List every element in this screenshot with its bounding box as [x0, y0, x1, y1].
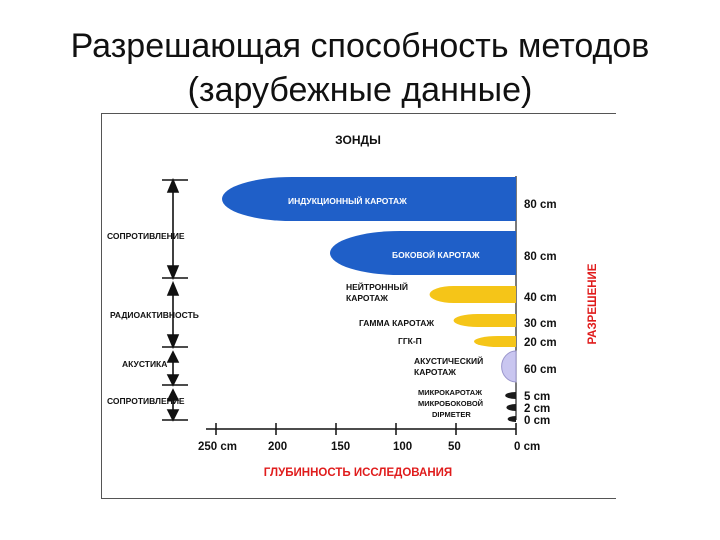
depth-tick-label: 200 [268, 441, 287, 453]
label-neutron-logging-line-2: КАРОТАЖ [346, 293, 388, 303]
depth-axis-ticks: 250 cm 200 150 100 50 0 cm [198, 423, 540, 453]
resolution-dipmeter: 0 cm [524, 415, 550, 427]
probes-header: ЗОНДЫ [335, 133, 381, 147]
probes-diagram: ЗОНДЫ РАЗРЕШЕНИЕ СОПРОТИ [107, 133, 599, 479]
label-neutron-logging-line-1: НЕЙТРОННЫЙ [346, 281, 408, 292]
depth-axis-title: ГЛУБИННОСТЬ ИССЛЕДОВАНИЯ [264, 467, 452, 479]
depth-tick-label: 250 cm [198, 441, 237, 453]
slide-title: Разрешающая способность методов (зарубеж… [0, 24, 720, 112]
group-label-resistivity-1: СОПРОТИВЛЕНИЕ [107, 231, 185, 241]
depth-tick-label: 0 cm [514, 441, 540, 453]
depth-tick-label: 150 [331, 441, 350, 453]
bar-dipmeter [507, 416, 516, 422]
arrow-head [166, 409, 180, 422]
group-label-acoustics: АКУСТИКА [122, 359, 167, 369]
bar-neutron-logging [429, 286, 516, 303]
label-microlog: МИКРОКАРОТАЖ [418, 388, 482, 397]
resolution-gamma: 30 cm [524, 318, 557, 330]
resolution-laterolog: 80 cm [524, 251, 557, 263]
label-acoustic-logging-line-2: КАРОТАЖ [414, 367, 456, 377]
diagram-frame: ЗОНДЫ РАЗРЕШЕНИЕ СОПРОТИ [101, 113, 616, 499]
label-density-logging: ГГК-П [398, 336, 422, 346]
label-acoustic-logging: АКУСТИЧЕСКИЙ КАРОТАЖ [414, 355, 486, 377]
bar-density-logging [474, 336, 516, 347]
arrow-head [166, 177, 180, 193]
depth-tick-label: 100 [393, 441, 412, 453]
group-label-resistivity-2: СОПРОТИВЛЕНИЕ [107, 396, 185, 406]
label-acoustic-logging-line-1: АКУСТИЧЕСКИЙ [414, 355, 483, 366]
arrow-head [166, 280, 180, 296]
resolution-induction: 80 cm [524, 199, 557, 211]
label-laterolog: БОКОВОЙ КАРОТАЖ [392, 249, 480, 260]
bar-acoustic-logging [501, 350, 517, 383]
method-bars [222, 177, 517, 422]
arrow-head [166, 334, 180, 350]
resolution-microlog: 5 cm [524, 391, 550, 403]
resolution-neutron: 40 cm [524, 292, 557, 304]
arrow-head [166, 265, 180, 281]
resolution-density: 20 cm [524, 337, 557, 349]
bar-gamma-logging [453, 314, 516, 327]
depth-tick-label: 50 [448, 441, 461, 453]
arrow-head [166, 374, 180, 387]
left-arrows [162, 177, 188, 422]
label-microlaterolog: МИКРОБОКОВОЙ [418, 399, 483, 408]
label-neutron-logging: НЕЙТРОННЫЙ КАРОТАЖ [346, 281, 410, 303]
bar-induction-logging [222, 177, 516, 221]
resolution-microlaterolog: 2 cm [524, 403, 550, 415]
arrow-head [166, 350, 180, 363]
label-dipmeter: DIPMETER [432, 410, 471, 419]
group-label-radioactivity: РАДИОАКТИВНОСТЬ [110, 310, 199, 320]
label-induction-logging: ИНДУКЦИОННЫЙ КАРОТАЖ [288, 195, 407, 206]
label-gamma-logging: ГАММА КАРОТАЖ [359, 318, 434, 328]
slide-title-line-2: (зарубежные данные) [187, 71, 533, 109]
bar-microlog [505, 392, 516, 399]
resolution-axis-label: РАЗРЕШЕНИЕ [587, 263, 599, 344]
arrow-head [166, 388, 180, 401]
bar-microlaterolog [506, 404, 516, 411]
bar-laterolog [330, 231, 516, 275]
slide-title-line-1: Разрешающая способность методов [70, 27, 650, 65]
resolution-acoustic: 60 cm [524, 364, 557, 376]
